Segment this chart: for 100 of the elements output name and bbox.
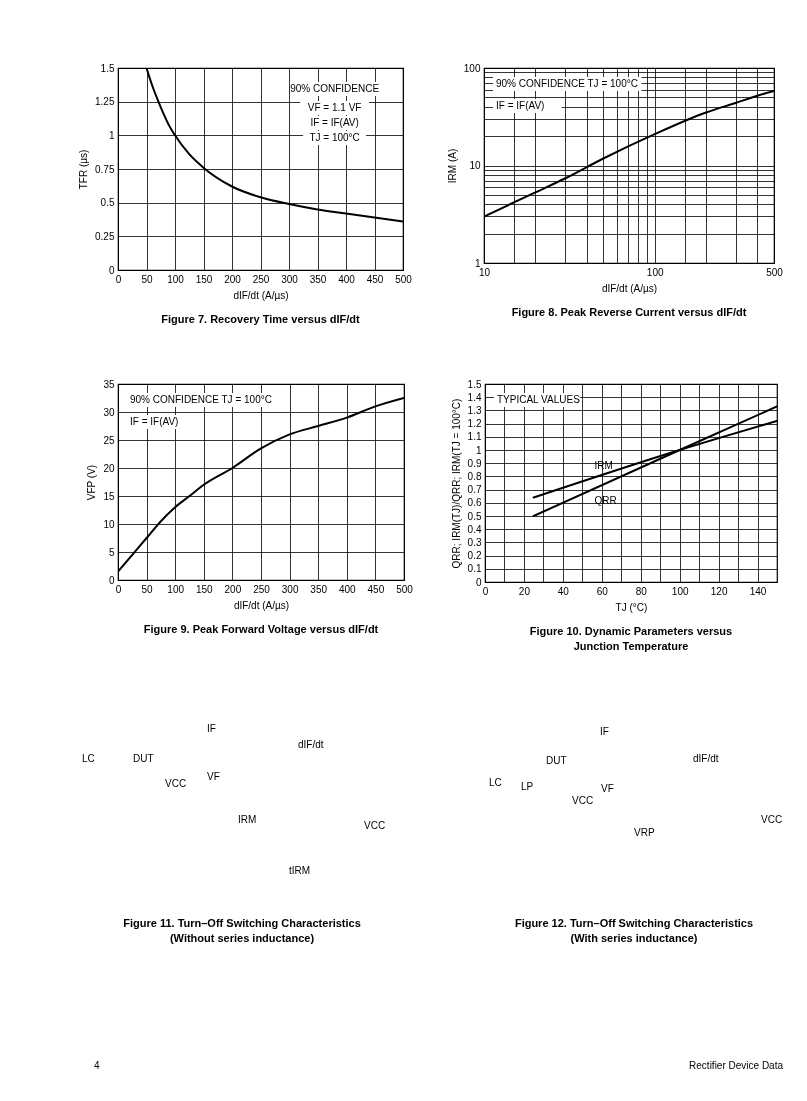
x-tick-label: 250 xyxy=(253,583,271,595)
y-tick-label: 1.2 xyxy=(467,418,482,430)
y-tick-label: 0.4 xyxy=(467,523,482,535)
y-tick-label: 1.25 xyxy=(95,96,115,108)
y-tick-label: 35 xyxy=(103,378,115,390)
text: VF xyxy=(207,771,220,782)
x-tick-label: 100 xyxy=(167,273,185,285)
text: LC xyxy=(82,753,95,764)
x-axis-title: dIF/dt (A/µs) xyxy=(233,599,290,611)
annotation: 90% CONFIDENCE TJ = 100°C xyxy=(130,394,272,405)
x-tick-label: 350 xyxy=(309,273,327,285)
y-tick-label: 1.1 xyxy=(467,431,482,443)
text: Figure 8. Peak Reverse Current versus dIF/dt xyxy=(511,306,747,318)
x-tick-label: 200 xyxy=(224,273,242,285)
x-tick-label: 500 xyxy=(395,273,413,285)
x-tick-label: 250 xyxy=(252,273,270,285)
text: LC xyxy=(489,777,502,788)
text: IF xyxy=(207,723,216,734)
x-tick-label: 100 xyxy=(646,266,664,278)
y-tick-label: 0.1 xyxy=(467,563,482,575)
x-tick-label: 400 xyxy=(338,273,356,285)
y-tick-label: 1.3 xyxy=(467,404,482,416)
y-tick-label: 0.75 xyxy=(95,163,115,175)
text: DUT xyxy=(133,753,154,764)
text: tIRM xyxy=(289,865,311,876)
x-tick-label: 300 xyxy=(281,273,299,285)
y-tick-label: 20 xyxy=(103,462,115,474)
y-tick-label: 5 xyxy=(108,546,115,558)
y-tick-label: 10 xyxy=(103,518,115,530)
y-tick-label: 1.5 xyxy=(467,378,482,390)
text: dIF/dt xyxy=(298,739,324,750)
x-tick-label: 300 xyxy=(281,583,299,595)
y-tick-label: 0.8 xyxy=(467,470,482,482)
text: dIF/dt xyxy=(693,753,719,764)
annotation: IF = IF(AV) xyxy=(496,100,545,111)
text: Figure 7. Recovery Time versus dIF/dt xyxy=(161,313,361,325)
x-tick-label: 140 xyxy=(749,585,767,597)
text: Figure 10. Dynamic Parameters versus Junction Temperature xyxy=(529,625,733,652)
y-tick-label: 0.6 xyxy=(467,497,482,509)
y-tick-label: 15 xyxy=(103,490,115,502)
x-tick-label: 150 xyxy=(195,273,213,285)
text: VCC xyxy=(364,820,386,831)
text: VCC xyxy=(761,814,783,825)
annotation: 90% CONFIDENCE xyxy=(290,83,380,94)
text: Figure 12. Turn–Off Switching Characteristics (With series inductance) xyxy=(514,917,754,944)
text: Rectifier Device Data xyxy=(689,1060,784,1071)
text: Figure 11. Turn–Off Switching Characteristics (Without series inductance) xyxy=(123,917,361,944)
y-axis-title: TFR (µs) xyxy=(78,149,90,190)
y-axis-title: VFP (V) xyxy=(86,464,98,501)
x-tick-label: 200 xyxy=(224,583,242,595)
x-axis-title: TJ (°C) xyxy=(615,601,648,613)
x-tick-label: 50 xyxy=(141,583,154,595)
x-axis-title: dIF/dt (A/µs) xyxy=(601,282,658,294)
text: VCC xyxy=(572,795,594,806)
x-tick-label: 350 xyxy=(310,583,328,595)
x-tick-label: 100 xyxy=(671,585,689,597)
x-tick-label: 500 xyxy=(396,583,414,595)
annotation: TJ = 100°C xyxy=(309,132,360,143)
y-tick-label: 1 xyxy=(474,257,481,269)
x-tick-label: 120 xyxy=(710,585,728,597)
annotation: VF = 1.1 VF xyxy=(307,102,362,113)
text: Figure 9. Peak Forward Voltage versus dIF/dt xyxy=(143,623,379,635)
y-tick-label: 30 xyxy=(103,406,115,418)
x-axis-title: dIF/dt (A/µs) xyxy=(233,289,289,301)
x-tick-label: 150 xyxy=(195,583,214,595)
y-tick-label: 1 xyxy=(108,129,115,141)
text: IRM xyxy=(238,814,257,825)
text: 4 xyxy=(94,1060,100,1071)
x-tick-label: 500 xyxy=(766,266,784,278)
y-tick-label: 1.4 xyxy=(467,391,482,403)
x-tick-label: 400 xyxy=(338,583,357,595)
text: VF xyxy=(601,783,614,794)
text: VCC xyxy=(165,778,187,789)
y-tick-label: 1 xyxy=(475,444,482,456)
y-axis-title: IRM (A) xyxy=(446,148,458,184)
x-tick-label: 80 xyxy=(635,585,648,597)
x-tick-label: 50 xyxy=(141,273,153,285)
x-tick-label: 450 xyxy=(367,583,385,595)
x-tick-label: 20 xyxy=(518,585,531,597)
y-tick-label: 0.7 xyxy=(467,484,482,496)
text: IF xyxy=(600,726,609,737)
annotation: IF = IF(AV) xyxy=(310,117,359,128)
y-tick-label: 0.9 xyxy=(467,457,482,469)
text: DUT xyxy=(546,755,567,766)
y-tick-label: 0.5 xyxy=(100,197,115,209)
y-tick-label: 100 xyxy=(463,62,481,74)
annotation: 90% CONFIDENCE TJ = 100°C xyxy=(496,78,638,89)
y-tick-label: 0.5 xyxy=(467,510,482,522)
y-tick-label: 0.25 xyxy=(95,230,115,242)
annotation: IF = IF(AV) xyxy=(130,416,179,427)
y-tick-label: 0 xyxy=(108,574,115,586)
x-tick-label: 60 xyxy=(596,585,609,597)
text: LP xyxy=(521,781,534,792)
x-tick-label: 450 xyxy=(366,273,384,285)
x-tick-label: 100 xyxy=(167,583,185,595)
y-axis-title: QRR; IRM(TJ)/QRR; IRM(TJ = 100°C) xyxy=(450,398,462,569)
y-tick-label: 10 xyxy=(469,160,481,171)
y-tick-label: 25 xyxy=(103,434,115,446)
x-tick-label: 40 xyxy=(557,585,570,597)
y-tick-label: 0.2 xyxy=(467,550,482,562)
